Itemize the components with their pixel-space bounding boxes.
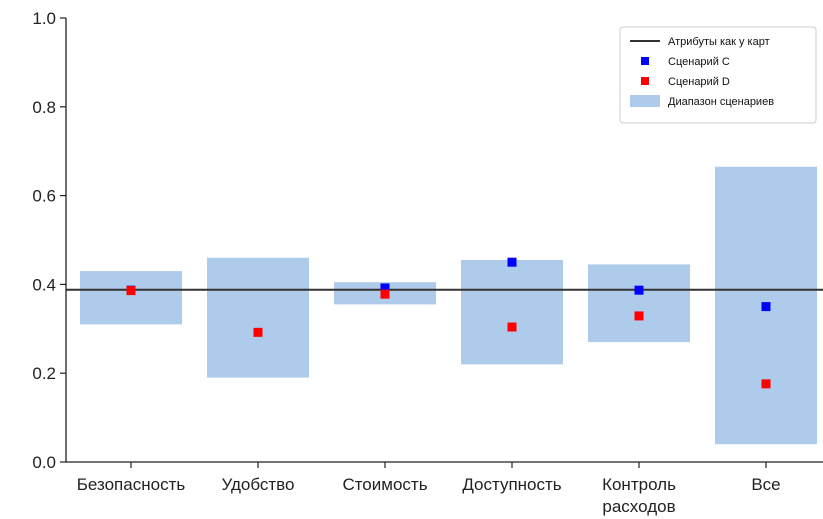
- range-bar: [588, 264, 690, 343]
- scenario-d-point: [761, 379, 771, 389]
- x-tick-label: Стоимость: [342, 475, 427, 494]
- scenario-c-point: [380, 283, 390, 293]
- y-tick-label: 0.2: [32, 364, 56, 383]
- scenario-points: [126, 257, 771, 389]
- legend-label: Сценарий C: [668, 56, 730, 68]
- axes: [65, 18, 823, 463]
- legend-marker-swatch: [641, 77, 649, 85]
- range-bars: [80, 166, 817, 445]
- range-bar: [80, 271, 182, 325]
- legend-marker-swatch: [641, 57, 649, 65]
- legend: Атрибуты как у карт Сценарий C Сценарий D Д…: [619, 26, 817, 124]
- y-tick-label: 0.4: [32, 275, 56, 294]
- legend-patch-swatch: [630, 95, 660, 107]
- x-tick-label: Доступность: [462, 475, 561, 494]
- legend-label: Атрибуты как у карт: [668, 36, 770, 48]
- x-tick-label: Контроль: [602, 475, 676, 494]
- x-tick-label: расходов: [602, 497, 675, 516]
- y-tick-label: 0.8: [32, 98, 56, 117]
- scenario-d-point: [507, 322, 517, 332]
- y-tick-label: 0.6: [32, 187, 56, 206]
- x-tick-label: Все: [751, 475, 780, 494]
- legend-label: Диапазон сценариев: [668, 96, 774, 108]
- x-axis-ticks: Безопасность Удобство Стоимость Доступность…: [77, 462, 781, 516]
- y-tick-label: 1.0: [32, 9, 56, 28]
- legend-box: [619, 26, 817, 124]
- scenario-d-point: [634, 311, 644, 321]
- scenario-c-point: [761, 302, 771, 312]
- legend-label: Сценарий D: [668, 76, 730, 88]
- range-bar: [461, 259, 563, 365]
- scenario-c-point: [634, 285, 644, 295]
- y-tick-label: 0.0: [32, 453, 56, 472]
- scenario-c-point: [507, 257, 517, 267]
- y-axis-ticks: 0.0 0.2 0.4 0.6 0.8 1.0: [32, 9, 66, 472]
- scenario-d-point: [380, 289, 390, 299]
- range-bar: [207, 257, 309, 378]
- scenario-d-point: [253, 327, 263, 337]
- x-tick-label: Безопасность: [77, 475, 186, 494]
- scenario-d-point: [126, 286, 136, 296]
- x-tick-label: Удобство: [222, 475, 295, 494]
